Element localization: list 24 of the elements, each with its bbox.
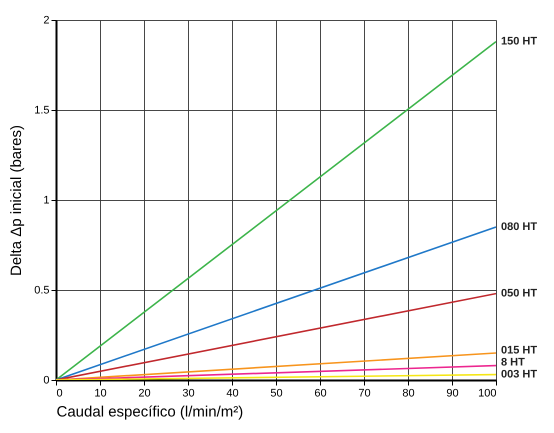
series-label: 015 HT — [501, 344, 538, 357]
x-tick-label: 80 — [402, 388, 415, 400]
x-tick-label: 0 — [56, 388, 63, 400]
y-tick-label: 0.5 — [34, 284, 50, 296]
y-axis-title: Delta Δp inicial (bares) — [8, 125, 26, 276]
y-tick-label: 1.5 — [34, 104, 50, 116]
y-tick-label: 1 — [43, 194, 50, 206]
x-tick-label: 70 — [358, 388, 371, 400]
x-tick-label: 30 — [182, 388, 195, 400]
x-tick-label: 10 — [94, 388, 107, 400]
x-tick-label: 50 — [270, 388, 283, 400]
x-tick-label: 20 — [138, 388, 151, 400]
x-tick-label: 100 — [478, 388, 496, 400]
y-tick-label: 0 — [43, 374, 50, 386]
series-label: 050 HT — [501, 288, 538, 300]
series-label: 080 HT — [501, 221, 538, 233]
x-tick-label: 40 — [226, 388, 239, 400]
x-tick-label: 60 — [314, 388, 327, 400]
series-label: 150 HT — [501, 36, 538, 48]
x-axis-title: Caudal específico (l/min/m²) — [56, 404, 244, 420]
series-label: 003 HT — [501, 368, 538, 381]
series-label: 8 HT — [501, 356, 526, 369]
y-tick-label: 2 — [43, 14, 50, 26]
x-tick-label: 90 — [446, 388, 459, 400]
